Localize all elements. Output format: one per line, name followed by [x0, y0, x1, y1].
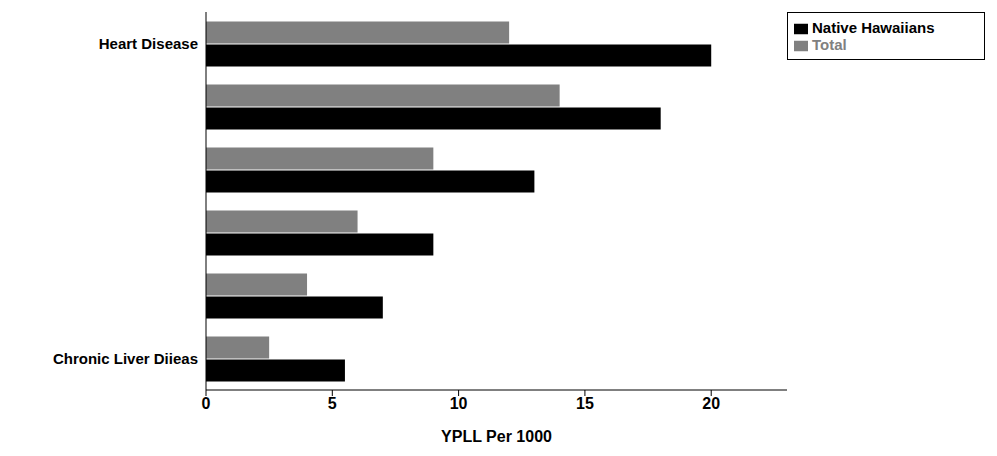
svg-text:0: 0	[202, 395, 211, 412]
html-text:Native Hawaiians: Native Hawaiians	[812, 19, 935, 36]
svg-text:5: 5	[328, 395, 337, 412]
svg-text:Heart Disease: Heart Disease	[99, 35, 198, 52]
svg-text:10: 10	[450, 395, 468, 412]
svg-text:20: 20	[702, 395, 720, 412]
html-text:Total: Total	[812, 36, 847, 53]
svg-text:Chronic Liver Diieas: Chronic Liver Diieas	[53, 350, 198, 367]
svg-text:15: 15	[576, 395, 594, 412]
svg-text:YPLL Per 1000: YPLL Per 1000	[441, 428, 552, 445]
